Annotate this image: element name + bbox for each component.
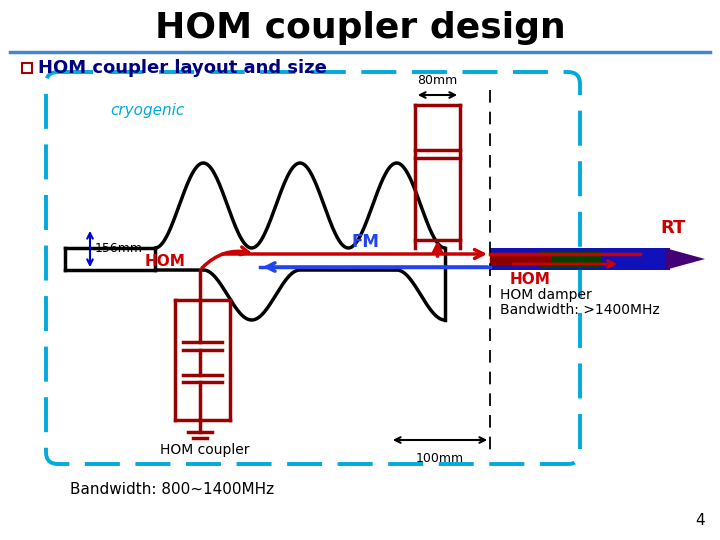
Text: HOM coupler design: HOM coupler design xyxy=(155,11,565,45)
Text: Bandwidth: 800~1400MHz: Bandwidth: 800~1400MHz xyxy=(70,483,274,497)
Text: cryogenic: cryogenic xyxy=(110,103,184,118)
Text: HOM: HOM xyxy=(510,272,551,287)
Text: 80mm: 80mm xyxy=(418,74,458,87)
Text: RT: RT xyxy=(660,219,685,237)
Polygon shape xyxy=(665,248,705,270)
Text: Bandwidth: >1400MHz: Bandwidth: >1400MHz xyxy=(500,303,660,317)
Bar xyxy=(22,63,32,73)
Text: 156mm: 156mm xyxy=(95,242,143,255)
Text: HOM: HOM xyxy=(145,254,186,269)
Text: FM: FM xyxy=(351,233,379,251)
Text: HOM damper: HOM damper xyxy=(500,288,592,302)
Bar xyxy=(490,248,670,270)
Text: 4: 4 xyxy=(696,513,705,528)
Text: 100mm: 100mm xyxy=(416,452,464,465)
Text: HOM coupler layout and size: HOM coupler layout and size xyxy=(38,59,327,77)
Text: HOM coupler: HOM coupler xyxy=(161,443,250,457)
